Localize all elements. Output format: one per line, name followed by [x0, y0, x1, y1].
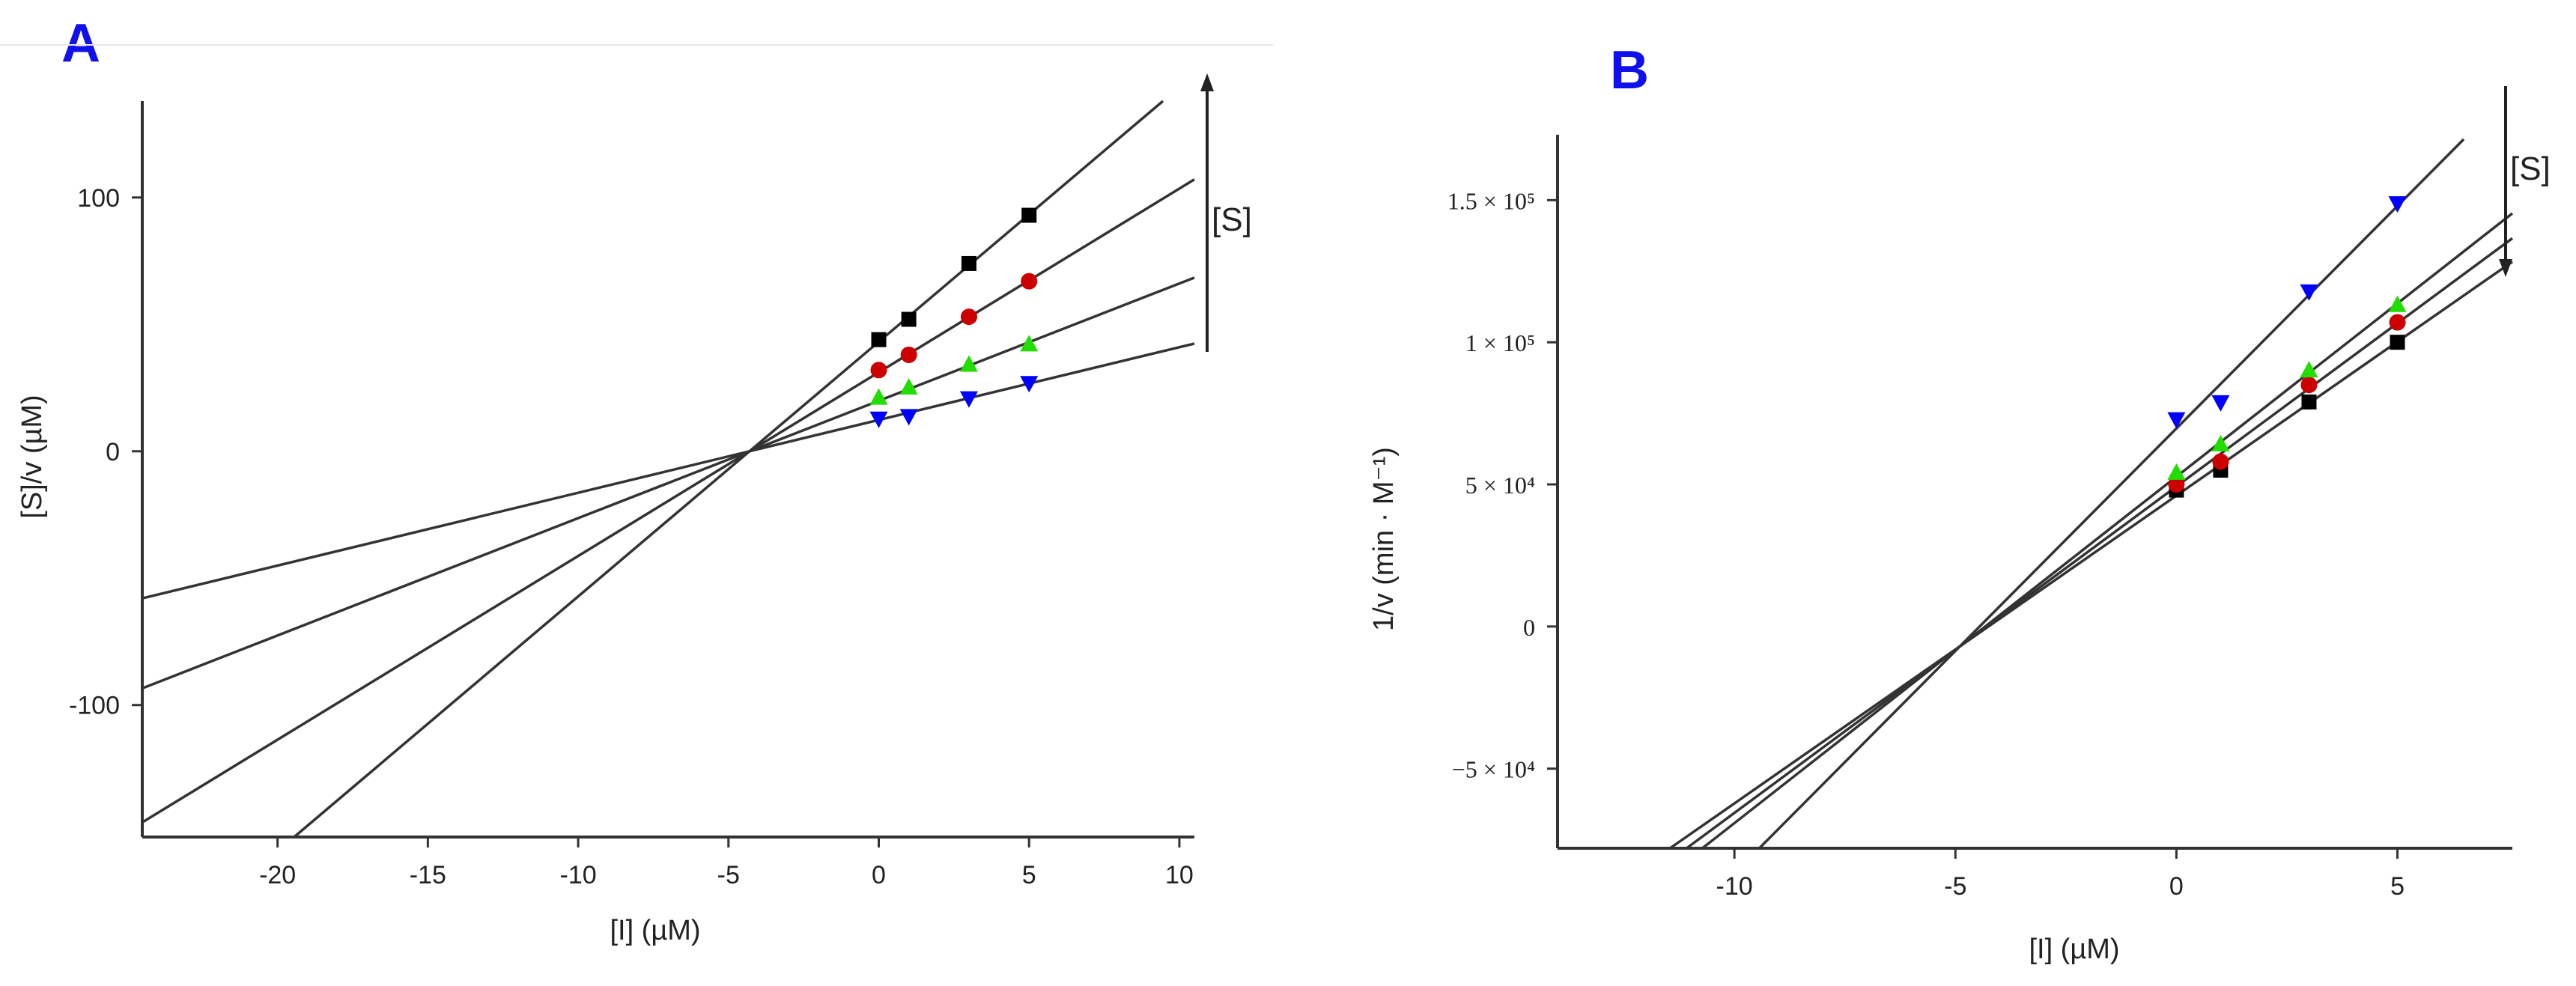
x-tick-label: -10: [560, 861, 597, 889]
data-point-series-3: [2167, 463, 2186, 480]
data-point-series-2: [2389, 314, 2406, 331]
data-point-series-4: [959, 391, 978, 408]
panel-a-concentration-label: [S]: [1212, 201, 1252, 238]
x-tick-label: -10: [1716, 872, 1753, 901]
x-tick-label: 10: [1165, 861, 1194, 889]
panel-a-markers: [869, 207, 1039, 428]
y-tick-label: 0: [106, 438, 120, 466]
data-point-series-1: [1021, 207, 1037, 223]
y-tick-label: 100: [77, 184, 120, 213]
data-point-series-2: [900, 346, 917, 363]
data-point-series-1: [871, 332, 887, 347]
fit-line-series-1: [293, 100, 1164, 839]
fit-line-series-4: [142, 342, 1195, 600]
data-point-series-3: [2211, 434, 2230, 451]
data-point-series-2: [960, 308, 977, 326]
panel-b-y-axis-title: 1/v (min · M⁻¹): [1368, 447, 1400, 631]
x-tick-label: -20: [259, 861, 296, 889]
data-point-series-3: [2300, 361, 2318, 378]
data-point-series-1: [2301, 394, 2317, 410]
fit-line-series-4: [1758, 138, 2465, 850]
data-point-series-3: [959, 355, 978, 372]
panel-b-concentration-arrowhead: [2499, 259, 2512, 277]
data-point-series-2: [870, 362, 887, 379]
data-point-series-4: [2211, 395, 2230, 412]
panel-a-y-ticks: -100 0 100: [69, 184, 142, 720]
fit-line-series-1: [1669, 261, 2514, 850]
fit-line-series-3: [1701, 212, 2514, 850]
panel-b-axes: [1556, 135, 2512, 850]
y-tick-label: −5 × 10⁴: [1452, 756, 1535, 783]
panel-a-y-axis-title: [S]/v (µM): [16, 395, 48, 518]
data-point-series-4: [2300, 284, 2318, 301]
data-point-series-3: [899, 378, 918, 395]
data-point-series-3: [2388, 295, 2407, 312]
data-point-series-4: [1020, 376, 1039, 393]
x-tick-label: 5: [1022, 861, 1036, 889]
data-point-series-1: [961, 255, 976, 271]
panel-b-x-ticks: -10 -5 0 5: [1716, 848, 2405, 901]
panel-a-fit-lines: [142, 100, 1195, 839]
data-point-series-3: [1020, 335, 1039, 352]
panel-b-markers: [2167, 196, 2407, 498]
data-point-series-4: [2388, 196, 2407, 213]
y-tick-label: 1 × 10⁵: [1465, 329, 1535, 356]
y-tick-label: 1.5 × 10⁵: [1448, 187, 1535, 214]
fit-line-series-3: [142, 276, 1195, 690]
data-point-series-1: [2390, 335, 2405, 350]
panel-a: A -20 -15 -10 -5 0 5 10 -100 0 100 [I] (µM) [S]/…: [0, 13, 1273, 946]
panel-b-y-ticks: −5 × 10⁴ 0 5 × 10⁴ 1 × 10⁵ 1.5 × 10⁵: [1448, 187, 1558, 783]
fit-line-series-2: [142, 178, 1195, 824]
data-point-series-3: [869, 388, 888, 405]
data-point-series-2: [2168, 476, 2185, 493]
panel-a-x-axis-title: [I] (µM): [610, 915, 700, 946]
panel-b-concentration-label: [S]: [2510, 150, 2551, 187]
data-point-series-4: [2167, 412, 2186, 429]
panel-b-label: B: [1610, 40, 1649, 100]
panel-b: B -10 -5 0 5 −5 × 10⁴ 0 5 × 10⁴ 1 × 10⁵ 1.5 × 1…: [1368, 40, 2551, 965]
data-point-series-1: [901, 311, 917, 327]
y-tick-label: 5 × 10⁴: [1465, 472, 1535, 499]
x-tick-label: 0: [872, 861, 886, 889]
data-point-series-4: [899, 409, 918, 426]
fit-line-series-2: [1686, 237, 2514, 850]
panel-b-fit-lines: [1669, 138, 2514, 850]
y-tick-label: -100: [69, 692, 120, 720]
data-point-series-2: [1021, 273, 1038, 290]
panel-a-concentration-arrowhead: [1200, 73, 1214, 91]
x-tick-label: 5: [2390, 872, 2405, 901]
data-point-series-4: [869, 411, 888, 428]
x-tick-label: -5: [1944, 872, 1966, 901]
x-tick-label: -5: [717, 861, 740, 889]
panel-a-axes: [141, 101, 1194, 839]
y-tick-label: 0: [1523, 614, 1535, 641]
panel-b-x-axis-title: [I] (µM): [2029, 934, 2119, 965]
data-point-series-2: [2212, 453, 2229, 470]
data-point-series-2: [2300, 377, 2318, 394]
panel-a-label: A: [61, 13, 100, 73]
x-tick-label: -15: [410, 861, 446, 889]
panel-a-x-ticks: -20 -15 -10 -5 0 5 10: [259, 837, 1194, 889]
x-tick-label: 0: [2169, 872, 2184, 901]
